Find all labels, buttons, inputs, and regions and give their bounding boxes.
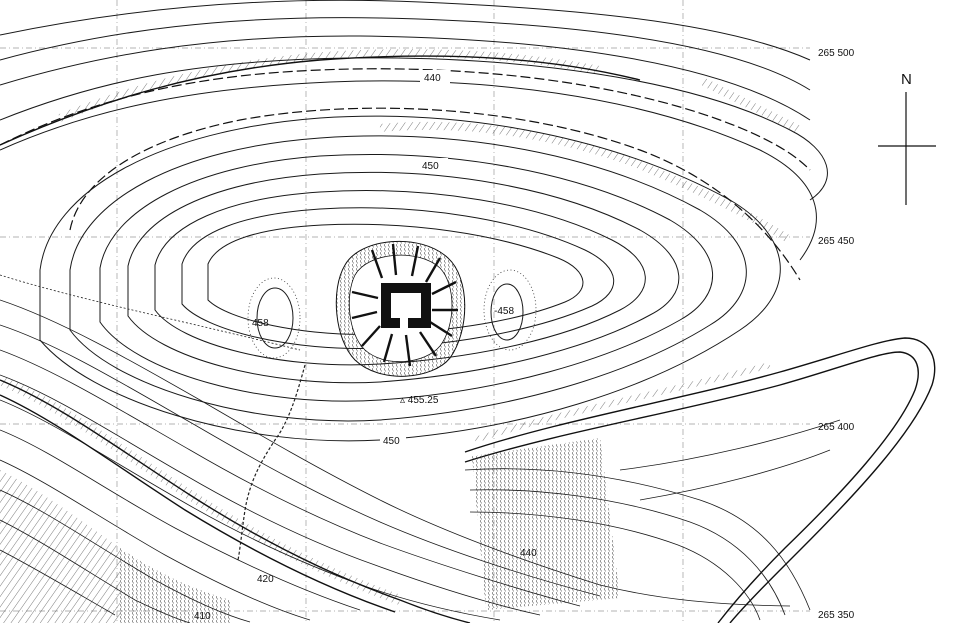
north-arrow-icon: N bbox=[878, 71, 936, 205]
north-escarpment-hatching bbox=[0, 49, 802, 244]
summit-contours bbox=[39, 115, 781, 442]
east-road-loop bbox=[464, 337, 936, 624]
north-label: N bbox=[901, 71, 912, 88]
castle-ruin bbox=[335, 240, 466, 377]
grid-label-265450: 265 450 bbox=[818, 236, 855, 247]
south-road-hatching bbox=[0, 375, 402, 623]
north-contours bbox=[0, 0, 828, 281]
footpath bbox=[0, 274, 306, 561]
spot-height-east: -458 bbox=[494, 306, 514, 317]
grid-coordinate-labels: 265 500 265 450 265 400 265 350 bbox=[818, 48, 855, 621]
contour-label-450-north: 450 bbox=[422, 161, 439, 172]
grid-label-265350: 265 350 bbox=[818, 610, 855, 621]
spot-height-west: 458 bbox=[252, 318, 269, 329]
spot-height-trig: ▵ 455.25 bbox=[400, 395, 439, 406]
castle-radial-walls bbox=[351, 243, 458, 367]
grid-label-265400: 265 400 bbox=[818, 422, 855, 433]
spot-height-markers: 458 -458 ▵ 455.25 bbox=[247, 269, 537, 406]
contour-label-440-north: 440 bbox=[424, 73, 441, 84]
stippled-field bbox=[472, 438, 620, 610]
grid-label-265500: 265 500 bbox=[818, 48, 855, 59]
contour-label-420: 420 bbox=[257, 574, 274, 585]
contour-label-450-south: 450 bbox=[383, 436, 400, 447]
